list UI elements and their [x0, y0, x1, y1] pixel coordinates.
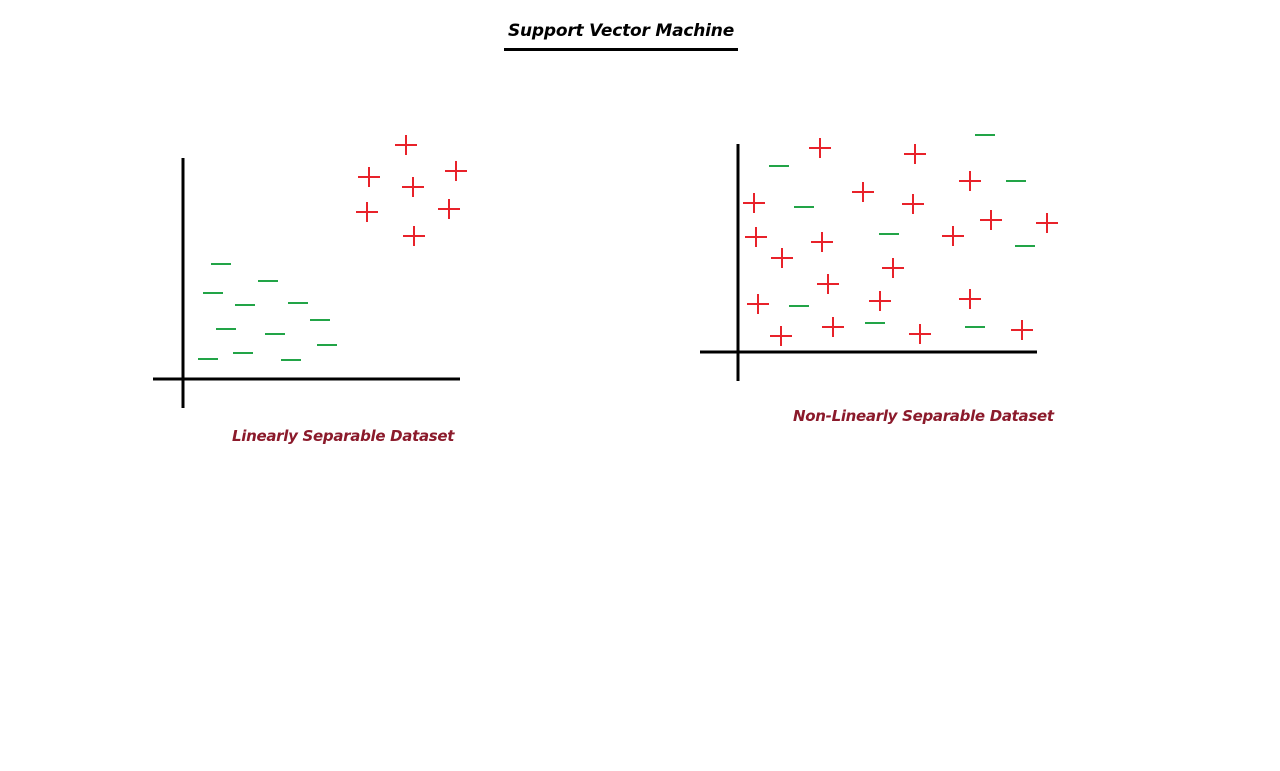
positive-class-marker	[942, 226, 964, 246]
positive-class-marker	[438, 199, 460, 219]
positive-class-marker	[904, 144, 926, 164]
positive-class-marker	[356, 202, 378, 222]
positive-class-marker	[403, 226, 425, 246]
positive-class-marker	[869, 291, 891, 311]
title-underline	[504, 48, 738, 51]
positive-class-marker	[959, 289, 981, 309]
positive-class-marker	[817, 274, 839, 294]
linear-dataset-caption: Linearly Separable Dataset	[232, 427, 455, 445]
positive-class-marker	[852, 182, 874, 202]
positive-class-marker	[811, 232, 833, 252]
positive-class-marker	[402, 177, 424, 197]
positive-class-marker	[358, 167, 380, 187]
positive-class-marker	[395, 135, 417, 155]
positive-class-marker	[980, 210, 1002, 230]
linear-panel	[153, 135, 467, 408]
positive-class-marker	[747, 294, 769, 314]
linear-points	[198, 135, 467, 361]
positive-class-marker	[1036, 213, 1058, 233]
positive-class-marker	[745, 227, 767, 247]
positive-class-marker	[902, 194, 924, 214]
positive-class-marker	[882, 258, 904, 278]
positive-class-marker	[959, 171, 981, 191]
diagram-title: Support Vector Machine	[507, 21, 735, 41]
positive-class-marker	[771, 248, 793, 268]
positive-class-marker	[809, 138, 831, 158]
nonlinear-panel	[700, 134, 1058, 381]
nonlinear-dataset-caption: Non-Linearly Separable Dataset	[793, 407, 1054, 425]
positive-class-marker	[1011, 320, 1033, 340]
positive-class-marker	[445, 161, 467, 181]
positive-class-marker	[770, 326, 792, 346]
positive-class-marker	[743, 193, 765, 213]
positive-class-marker	[822, 317, 844, 337]
positive-class-marker	[909, 324, 931, 344]
nonlinear-points	[743, 134, 1058, 346]
